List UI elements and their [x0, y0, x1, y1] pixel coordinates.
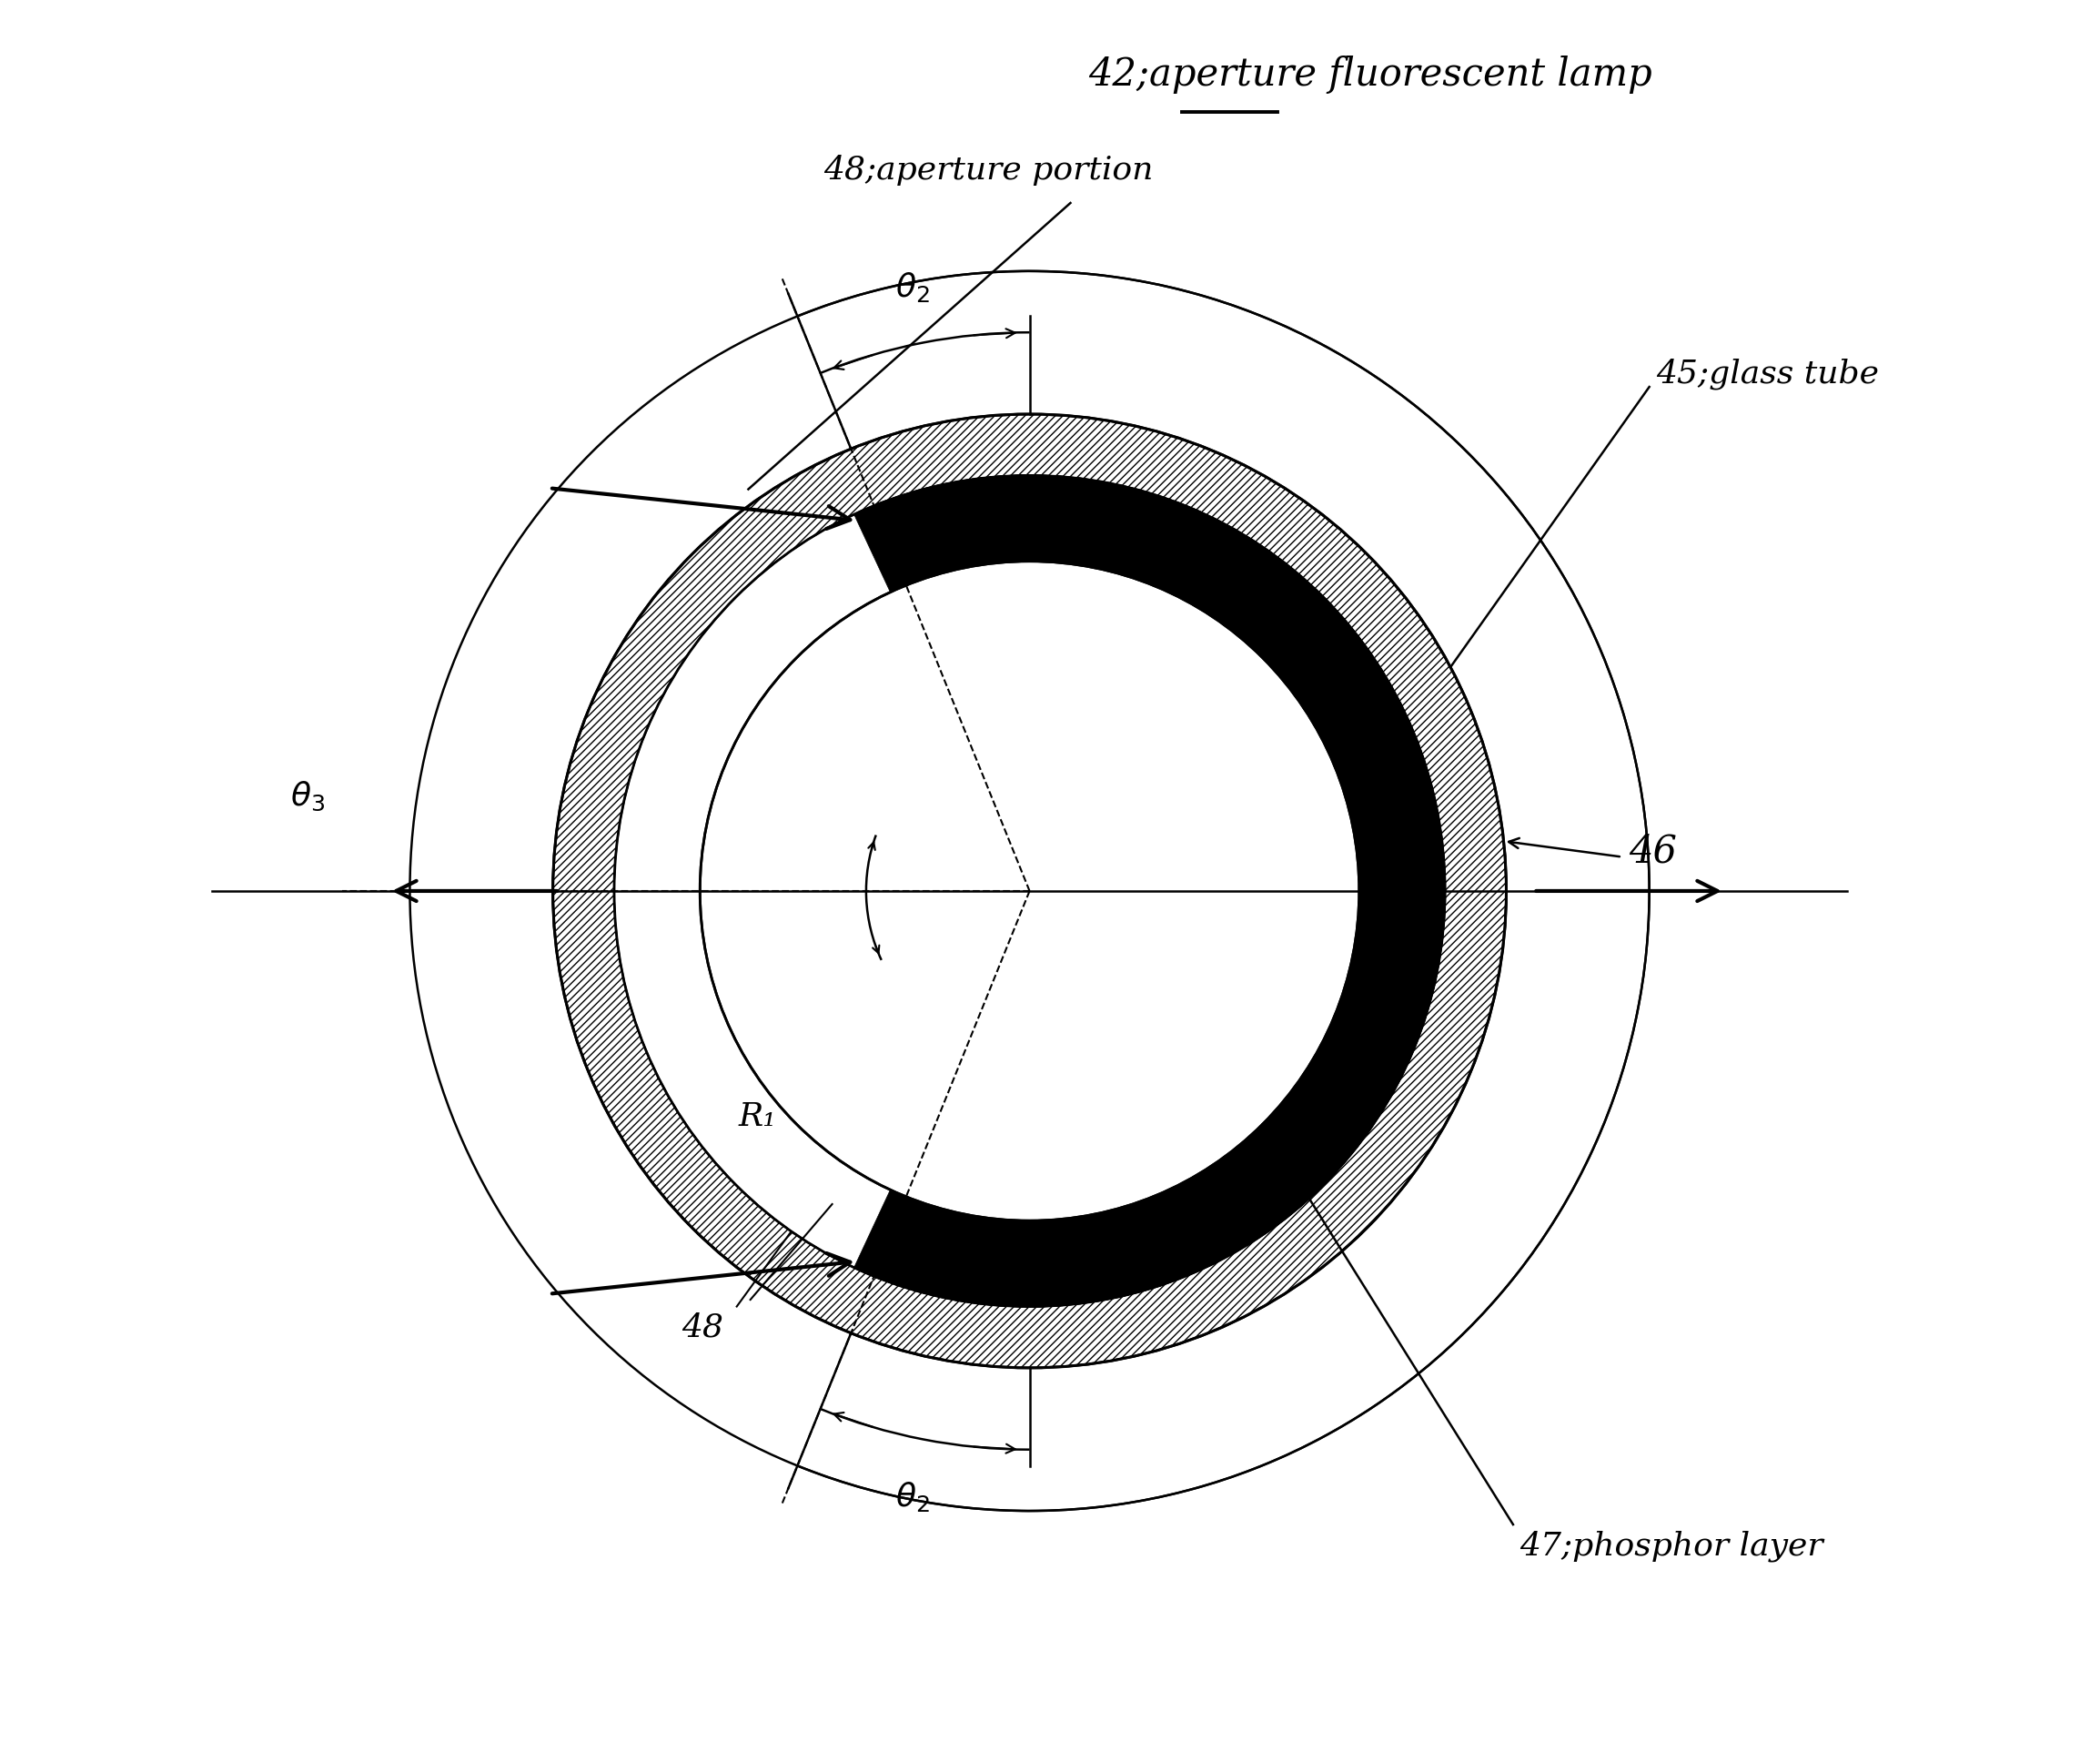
Wedge shape — [874, 476, 1445, 1306]
Wedge shape — [855, 1190, 983, 1303]
Wedge shape — [552, 415, 1506, 1367]
Text: 42;aperture fluorescent lamp: 42;aperture fluorescent lamp — [1088, 56, 1653, 94]
Text: $\theta_2$: $\theta_2$ — [895, 270, 930, 305]
Circle shape — [699, 563, 1359, 1221]
Text: 48: 48 — [682, 1312, 724, 1343]
Text: 46: 46 — [1630, 831, 1678, 869]
Text: 47;phosphor layer: 47;phosphor layer — [1520, 1529, 1823, 1561]
Text: $\theta_2$: $\theta_2$ — [895, 1479, 930, 1512]
Text: R₁: R₁ — [739, 1101, 777, 1132]
Text: 48;aperture portion: 48;aperture portion — [823, 155, 1153, 185]
Text: 45;glass tube: 45;glass tube — [1657, 359, 1880, 390]
Text: $\theta_3$: $\theta_3$ — [290, 780, 326, 812]
Wedge shape — [855, 481, 983, 592]
